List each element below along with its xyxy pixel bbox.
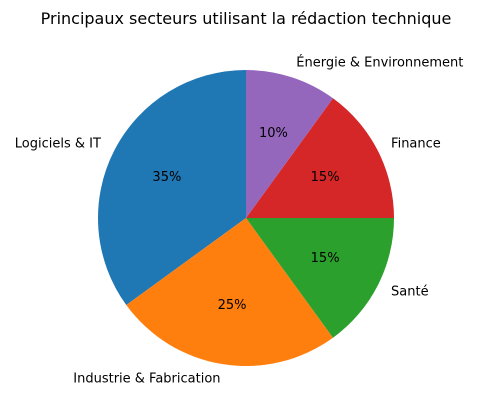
pie-slice-finance [246,98,395,218]
slice-label-finance: Finance [391,137,441,152]
pie-labels: Logiciels & IT 35% Industrie & Fabrication… [15,55,464,387]
pie-slice-sante [246,218,394,338]
slice-label-sante: Santé [391,284,429,299]
slice-label-industrie-fabrication: Industrie & Fabrication [73,371,220,386]
slice-percent-industrie-fabrication: 25% [218,298,247,313]
slice-label-logiciels-it: Logiciels & IT [15,137,101,152]
pie-slices [97,70,395,367]
slice-label-energie-environnement: Énergie & Environnement [296,55,463,71]
slice-percent-finance: 15% [311,170,340,185]
slice-percent-energie-environnement: 10% [259,126,288,141]
pie-slice-energie-environnement [246,70,333,218]
slice-percent-sante: 15% [311,251,340,266]
pie-slice-industrie-fabrication [126,218,333,367]
chart-title: Principaux secteurs utilisant la rédacti… [41,9,452,28]
pie-slice-logiciels-it [97,70,247,305]
slice-percent-logiciels-it: 35% [152,170,181,185]
